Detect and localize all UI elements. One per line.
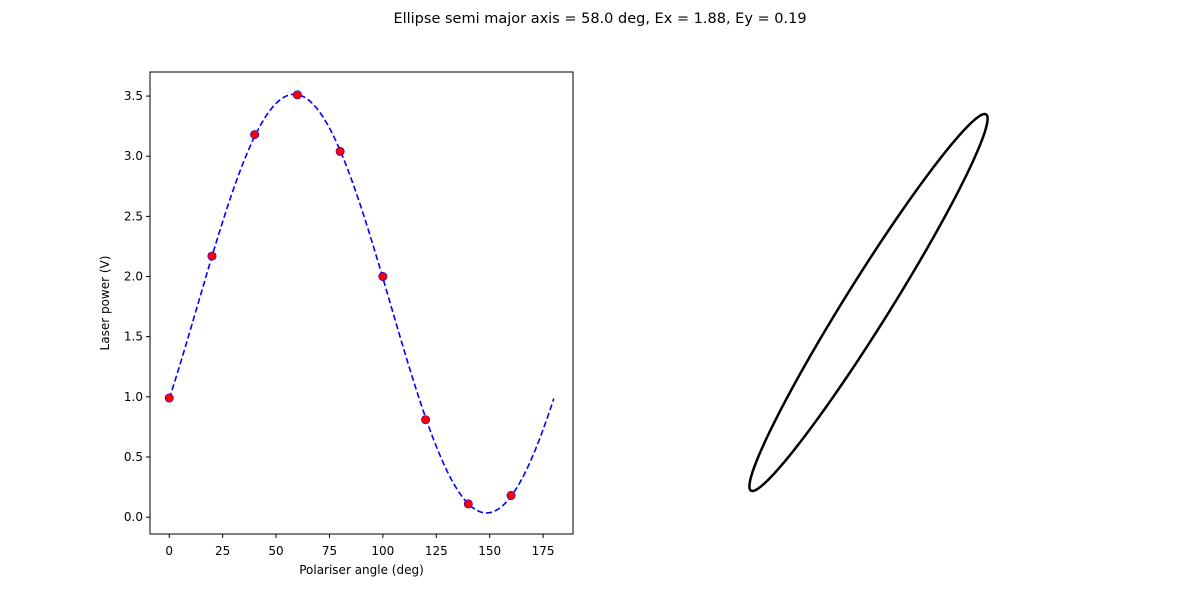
- y-tick-label: 1.0: [124, 390, 143, 404]
- data-point: [378, 272, 388, 282]
- y-tick-label: 3.5: [124, 89, 143, 103]
- polarisation-ellipse-plot: [748, 112, 989, 493]
- x-axis-ticks: 0 25 50 75 100 125 150 175: [165, 534, 555, 558]
- x-tick-label: 25: [215, 544, 230, 558]
- x-axis-label: Polariser angle (deg): [299, 563, 424, 577]
- data-point: [207, 251, 217, 261]
- y-axis-ticks: 0.0 0.5 1.0 1.5 2.0 2.5 3.0 3.5: [124, 89, 150, 524]
- y-tick-label: 2.5: [124, 209, 143, 223]
- data-point: [335, 146, 345, 156]
- data-point: [421, 415, 431, 425]
- figure-title: Ellipse semi major axis = 58.0 deg, Ex =…: [393, 11, 806, 27]
- x-tick-label: 100: [371, 544, 394, 558]
- data-point: [250, 130, 260, 140]
- x-tick-label: 50: [268, 544, 283, 558]
- data-point: [506, 490, 516, 500]
- y-tick-label: 1.5: [124, 330, 143, 344]
- data-point: [463, 499, 473, 509]
- y-tick-label: 0.0: [124, 510, 143, 524]
- x-tick-label: 150: [478, 544, 501, 558]
- data-point: [164, 393, 174, 403]
- data-points: [164, 90, 516, 509]
- data-point: [292, 90, 302, 100]
- x-tick-label: 75: [322, 544, 337, 558]
- y-tick-label: 3.0: [124, 149, 143, 163]
- x-tick-label: 175: [532, 544, 555, 558]
- power-vs-angle-plot: 0 25 50 75 100 125 150 175 0.0 0.5 1.0 1.5 2.0 2.5 3.…: [98, 71, 574, 577]
- x-tick-label: 125: [425, 544, 448, 558]
- y-tick-label: 0.5: [124, 450, 143, 464]
- fit-curve-line: [168, 93, 555, 514]
- y-axis-label: Laser power (V): [98, 256, 112, 351]
- plot-area-frame: [149, 71, 574, 535]
- x-tick-label: 0: [165, 544, 173, 558]
- polarisation-ellipse: [748, 112, 989, 493]
- y-tick-label: 2.0: [124, 270, 143, 284]
